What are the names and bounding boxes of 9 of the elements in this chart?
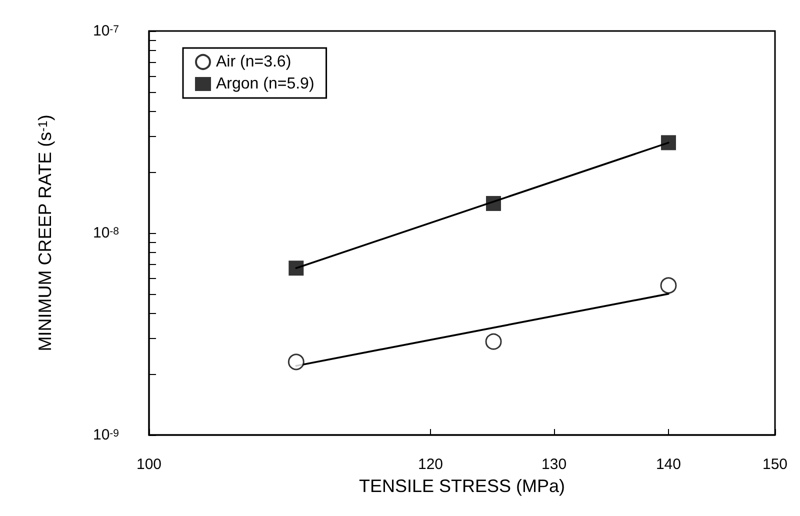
legend-label: Argon (n=5.9) [216,76,314,92]
x-tick-label: 120 [418,456,444,473]
x-tick-label: 130 [542,456,567,473]
x-tick-label: 100 [136,456,162,473]
x-tick-label: 150 [762,456,788,473]
x-tick-label: 140 [656,456,681,473]
x-axis-title: TENSILE STRESS (MPa) [358,476,566,496]
legend-label: Air (n=3.6) [216,54,292,70]
y-axis-title: MINIMUM CREEP RATE (s-1) [35,114,55,352]
